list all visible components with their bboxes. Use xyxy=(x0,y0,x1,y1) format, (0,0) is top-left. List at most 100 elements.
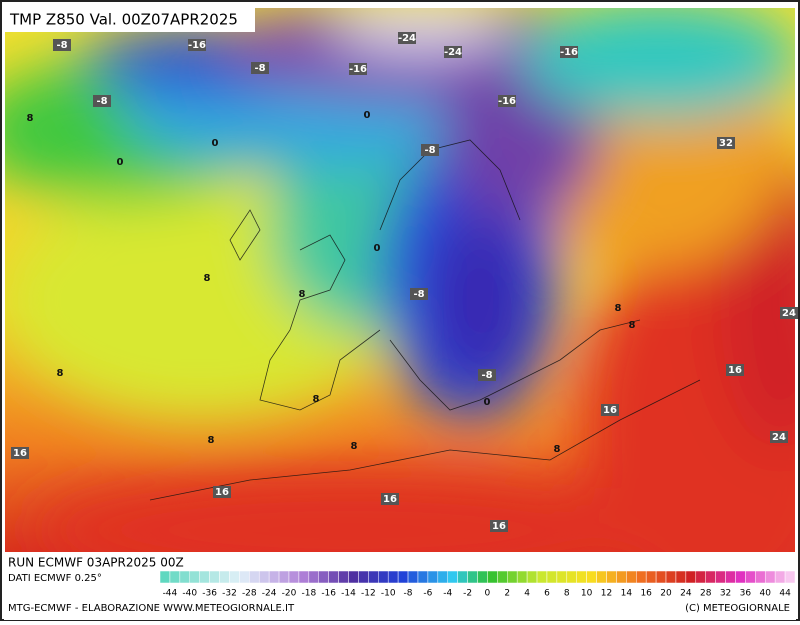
contour-label: 16 xyxy=(383,494,397,505)
legend-swatch xyxy=(606,570,617,584)
legend-swatch xyxy=(596,570,607,584)
legend-tick-label: 10 xyxy=(581,589,593,599)
legend-tick-label: 20 xyxy=(660,589,672,599)
contour-label: 16 xyxy=(728,365,742,376)
contour-label: 32 xyxy=(719,138,733,149)
contour-label-box xyxy=(717,137,735,149)
legend-swatch xyxy=(437,570,448,584)
contour-label-box xyxy=(93,95,111,107)
legend-swatch xyxy=(219,570,230,584)
legend-swatch xyxy=(258,570,270,584)
legend-swatch xyxy=(199,570,210,584)
contour-label: 0 xyxy=(117,157,124,168)
legend-tick-label: -14 xyxy=(341,589,356,599)
legend-swatch xyxy=(725,570,736,584)
legend-swatch xyxy=(735,570,746,584)
legend-tick-label: -2 xyxy=(463,589,472,599)
legend-tick-label: 14 xyxy=(621,589,633,599)
legend-swatch xyxy=(298,570,310,584)
legend-swatch xyxy=(179,570,191,584)
contour-label: -16 xyxy=(188,40,206,51)
contour-label: 8 xyxy=(204,273,211,284)
legend-swatch xyxy=(427,570,439,584)
legend-swatch xyxy=(586,570,597,584)
contour-label: 8 xyxy=(57,368,64,379)
legend-tick-label: 28 xyxy=(700,589,712,599)
legend-swatch xyxy=(308,570,319,584)
contour-label-box xyxy=(726,364,744,376)
contour-label: -8 xyxy=(413,289,424,300)
legend-swatch xyxy=(447,570,458,584)
legend-swatch xyxy=(417,570,429,584)
contour-label: -8 xyxy=(96,96,107,107)
contour-label: 8 xyxy=(615,303,622,314)
contour-label-box xyxy=(478,369,496,381)
legend-tick-label: 36 xyxy=(740,589,752,599)
contour-label-box xyxy=(213,486,231,498)
legend-swatch xyxy=(378,570,389,584)
legend-swatch xyxy=(764,570,776,584)
legend-swatch xyxy=(278,570,290,584)
legend-swatch xyxy=(655,570,667,584)
legend-tick-label: 44 xyxy=(779,589,791,599)
legend-swatch xyxy=(695,570,706,584)
legend-swatch xyxy=(229,570,240,584)
contour-label-box xyxy=(421,144,439,156)
legend-swatch xyxy=(497,570,508,584)
source-label: DATI ECMWF 0.25° xyxy=(8,573,102,584)
legend-tick-label: 8 xyxy=(564,589,570,599)
legend-swatch xyxy=(169,570,181,584)
legend-swatch xyxy=(209,570,220,584)
run-label: RUN ECMWF 03APR2025 00Z xyxy=(8,556,184,570)
contour-label: -16 xyxy=(498,96,516,107)
legend-tick-label: -4 xyxy=(443,589,452,599)
legend-swatch xyxy=(636,570,647,584)
contour-label: -16 xyxy=(349,64,367,75)
legend-swatch xyxy=(784,570,796,584)
legend-swatch xyxy=(368,570,379,584)
contour-label: 0 xyxy=(212,138,219,149)
legend-swatch xyxy=(705,570,716,584)
legend-swatch xyxy=(328,570,339,584)
contour-label: 16 xyxy=(215,487,229,498)
contour-label: -8 xyxy=(56,40,67,51)
legend-tick-label: -20 xyxy=(282,589,297,599)
legend-swatch xyxy=(645,570,657,584)
legend-tick-label: 24 xyxy=(680,589,692,599)
contour-label: -8 xyxy=(481,370,492,381)
contour-label-box xyxy=(398,32,416,44)
legend-tick-label: 0 xyxy=(485,589,491,599)
contour-label-box xyxy=(560,46,578,58)
copyright-label: (C) METEOGIORNALE xyxy=(685,603,790,614)
legend-tick-label: -40 xyxy=(182,589,197,599)
legend-tick-label: 6 xyxy=(544,589,550,599)
contour-label-box xyxy=(601,404,619,416)
legend-swatch xyxy=(348,570,359,584)
contour-label: 8 xyxy=(351,441,358,452)
legend-tick-label: -24 xyxy=(262,589,277,599)
legend-swatch xyxy=(755,570,766,584)
contour-label: 8 xyxy=(629,320,636,331)
contour-label: 8 xyxy=(554,444,561,455)
credits-label: MTG-ECMWF - ELABORAZIONE WWW.METEOGIORNA… xyxy=(8,603,295,614)
legend-tick-label: -6 xyxy=(423,589,432,599)
contour-label-box xyxy=(53,39,71,51)
contour-label-box xyxy=(780,307,798,319)
contour-label: 16 xyxy=(603,405,617,416)
contour-label: -8 xyxy=(254,63,265,74)
legend-swatch xyxy=(338,570,349,584)
legend-swatch xyxy=(318,570,329,584)
legend-swatch xyxy=(159,570,171,584)
legend-tick-label: 32 xyxy=(720,589,731,599)
contour-label: 8 xyxy=(313,394,320,405)
legend-tick-label: -8 xyxy=(404,589,413,599)
legend-tick-label: -32 xyxy=(222,589,237,599)
legend-swatch xyxy=(556,570,568,584)
contour-label: -24 xyxy=(398,33,416,44)
legend-swatch xyxy=(715,570,726,584)
legend-swatch xyxy=(397,570,409,584)
legend-swatch xyxy=(507,570,518,584)
legend-swatch xyxy=(268,570,280,584)
